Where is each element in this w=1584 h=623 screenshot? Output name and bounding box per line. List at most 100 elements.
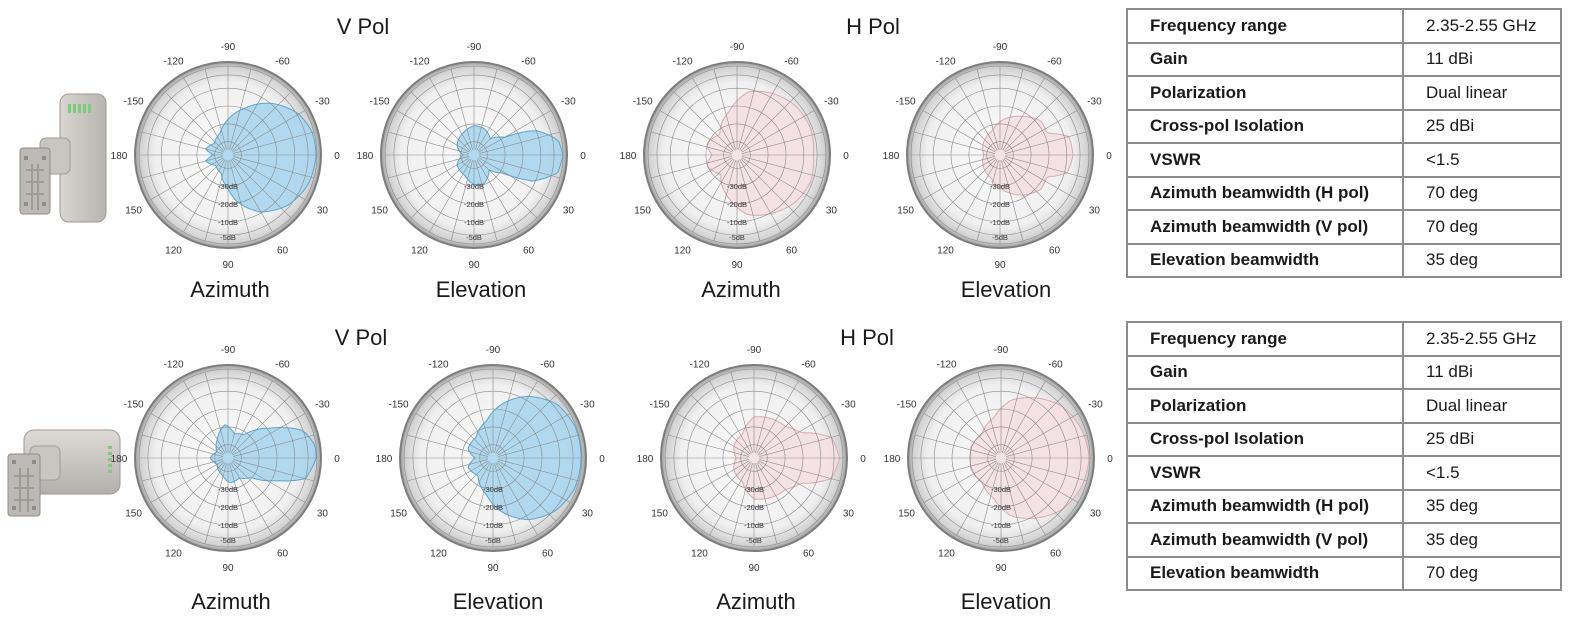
grid-spoke xyxy=(955,77,998,151)
grid-spoke xyxy=(1006,434,1088,457)
grid-spoke xyxy=(755,463,778,545)
grid-spoke xyxy=(150,413,224,456)
polar-plot-hpol-elevation: -90 -60 -30 0 30 60 90 120 150 180 -150 -120 -30dB -2… xyxy=(883,42,1113,271)
angle-label: -30 xyxy=(315,400,330,411)
grid-spoke xyxy=(922,110,996,153)
angle-label: 0 xyxy=(1107,454,1113,465)
grid-spoke xyxy=(730,463,753,545)
spec-row: Elevation beamwidth 70 deg xyxy=(1126,555,1562,591)
angle-label: 180 xyxy=(637,454,654,465)
grid-spoke xyxy=(387,156,469,179)
grid-spoke xyxy=(476,77,519,151)
grid-spoke xyxy=(1005,460,1079,503)
ring-label: -10dB xyxy=(727,218,747,227)
grid-spoke xyxy=(469,463,492,545)
angle-label: 180 xyxy=(111,454,128,465)
grid-spoke xyxy=(667,434,749,457)
angle-label: 0 xyxy=(843,151,849,162)
grid-spoke xyxy=(1004,461,1065,522)
spec-row: Azimuth beamwidth (V pol) 70 deg xyxy=(1126,209,1562,245)
grid-spoke xyxy=(913,156,995,179)
angle-label: -150 xyxy=(897,400,917,411)
grid-spoke xyxy=(977,463,1000,545)
angle-label: 0 xyxy=(860,454,866,465)
grid-spoke xyxy=(923,413,997,456)
grid-spoke xyxy=(742,156,824,179)
spec-key: Polarization xyxy=(1126,388,1404,424)
grid-spoke xyxy=(232,460,306,503)
grid-spoke xyxy=(429,159,472,233)
angle-label: 30 xyxy=(317,509,329,520)
grid-spoke xyxy=(913,131,995,154)
spec-row: Azimuth beamwidth (V pol) 35 deg xyxy=(1126,522,1562,558)
angle-label: 90 xyxy=(995,563,1007,574)
angle-label: -30 xyxy=(561,97,576,108)
angle-label: 60 xyxy=(1050,548,1062,559)
grid-spoke xyxy=(231,91,292,152)
angle-label: -120 xyxy=(936,360,956,371)
angle-label: -30 xyxy=(315,97,330,108)
grid-spoke xyxy=(690,461,751,522)
polar-plot-vpol-elevation: -90 -60 -30 0 30 60 90 120 150 180 -150 -120 -30dB -2… xyxy=(357,42,587,271)
angle-label: 60 xyxy=(277,548,289,559)
angle-label: 150 xyxy=(651,509,668,520)
spec-value: 70 deg xyxy=(1402,555,1562,591)
ring-label: -30dB xyxy=(990,182,1010,191)
angle-label: 120 xyxy=(674,245,691,256)
grid-spoke xyxy=(922,157,996,200)
plot-label-vpol-azimuth: Azimuth xyxy=(191,589,271,614)
grid-spoke xyxy=(231,461,292,522)
spec-key: Gain xyxy=(1126,354,1404,390)
angle-label: -150 xyxy=(389,400,409,411)
grid-spoke xyxy=(231,158,292,219)
grid-spoke xyxy=(141,459,223,482)
grid-spoke xyxy=(730,371,753,453)
angle-label: 150 xyxy=(898,509,915,520)
plot-label-hpol-elevation: Elevation xyxy=(960,589,1052,614)
angle-label: 0 xyxy=(599,454,605,465)
angle-label: 150 xyxy=(634,206,651,217)
grid-spoke xyxy=(758,460,832,503)
polar-plot-vpol-elevation: -90 -60 -30 0 30 60 90 120 150 180 -150 -120 -30dB -2… xyxy=(376,345,606,574)
angle-label: -150 xyxy=(124,97,144,108)
grid-spoke xyxy=(429,461,490,522)
ring-label: -5dB xyxy=(466,233,482,242)
angle-label: 120 xyxy=(430,548,447,559)
grid-spoke xyxy=(1001,160,1024,242)
spec-row: VSWR <1.5 xyxy=(1126,142,1562,178)
grid-spoke xyxy=(676,460,750,503)
grid-spoke xyxy=(1003,91,1064,152)
spec-key: Azimuth beamwidth (H pol) xyxy=(1126,175,1404,211)
angle-label: -120 xyxy=(409,57,429,68)
angle-label: 120 xyxy=(165,548,182,559)
grid-spoke xyxy=(1006,459,1088,482)
angle-label: 0 xyxy=(334,151,340,162)
grid-spoke xyxy=(709,380,752,454)
grid-spoke xyxy=(740,91,801,152)
grid-spoke xyxy=(230,77,273,151)
plot-label-vpol-elevation: Elevation xyxy=(452,589,544,614)
grid-spoke xyxy=(976,160,999,242)
ring-label: -20dB xyxy=(464,200,484,209)
angle-label: -60 xyxy=(540,360,555,371)
spec-value: 35 deg xyxy=(1402,522,1562,558)
angle-label: -30 xyxy=(1088,400,1103,411)
angle-label: 30 xyxy=(582,509,594,520)
angle-label: 90 xyxy=(468,260,480,271)
grid-spoke xyxy=(1002,77,1045,151)
grid-spoke xyxy=(1002,371,1025,453)
grid-spoke xyxy=(410,91,471,152)
grid-spoke xyxy=(741,157,815,200)
grid-spoke xyxy=(396,110,470,153)
angle-label: 0 xyxy=(580,151,586,162)
grid-spoke xyxy=(475,160,498,242)
spec-value: 70 deg xyxy=(1402,209,1562,245)
angle-label: 120 xyxy=(937,245,954,256)
grid-spoke xyxy=(659,110,733,153)
grid-spoke xyxy=(141,434,223,457)
spec-row: Azimuth beamwidth (H pol) 70 deg xyxy=(1126,175,1562,211)
grid-spoke xyxy=(141,156,223,179)
grid-spoke xyxy=(479,156,561,179)
spec-value: 11 dBi xyxy=(1402,41,1562,77)
polar-plot-vpol-azimuth: -90 -60 -30 0 30 60 90 120 150 180 -150 -120 -30dB -2… xyxy=(111,42,341,271)
